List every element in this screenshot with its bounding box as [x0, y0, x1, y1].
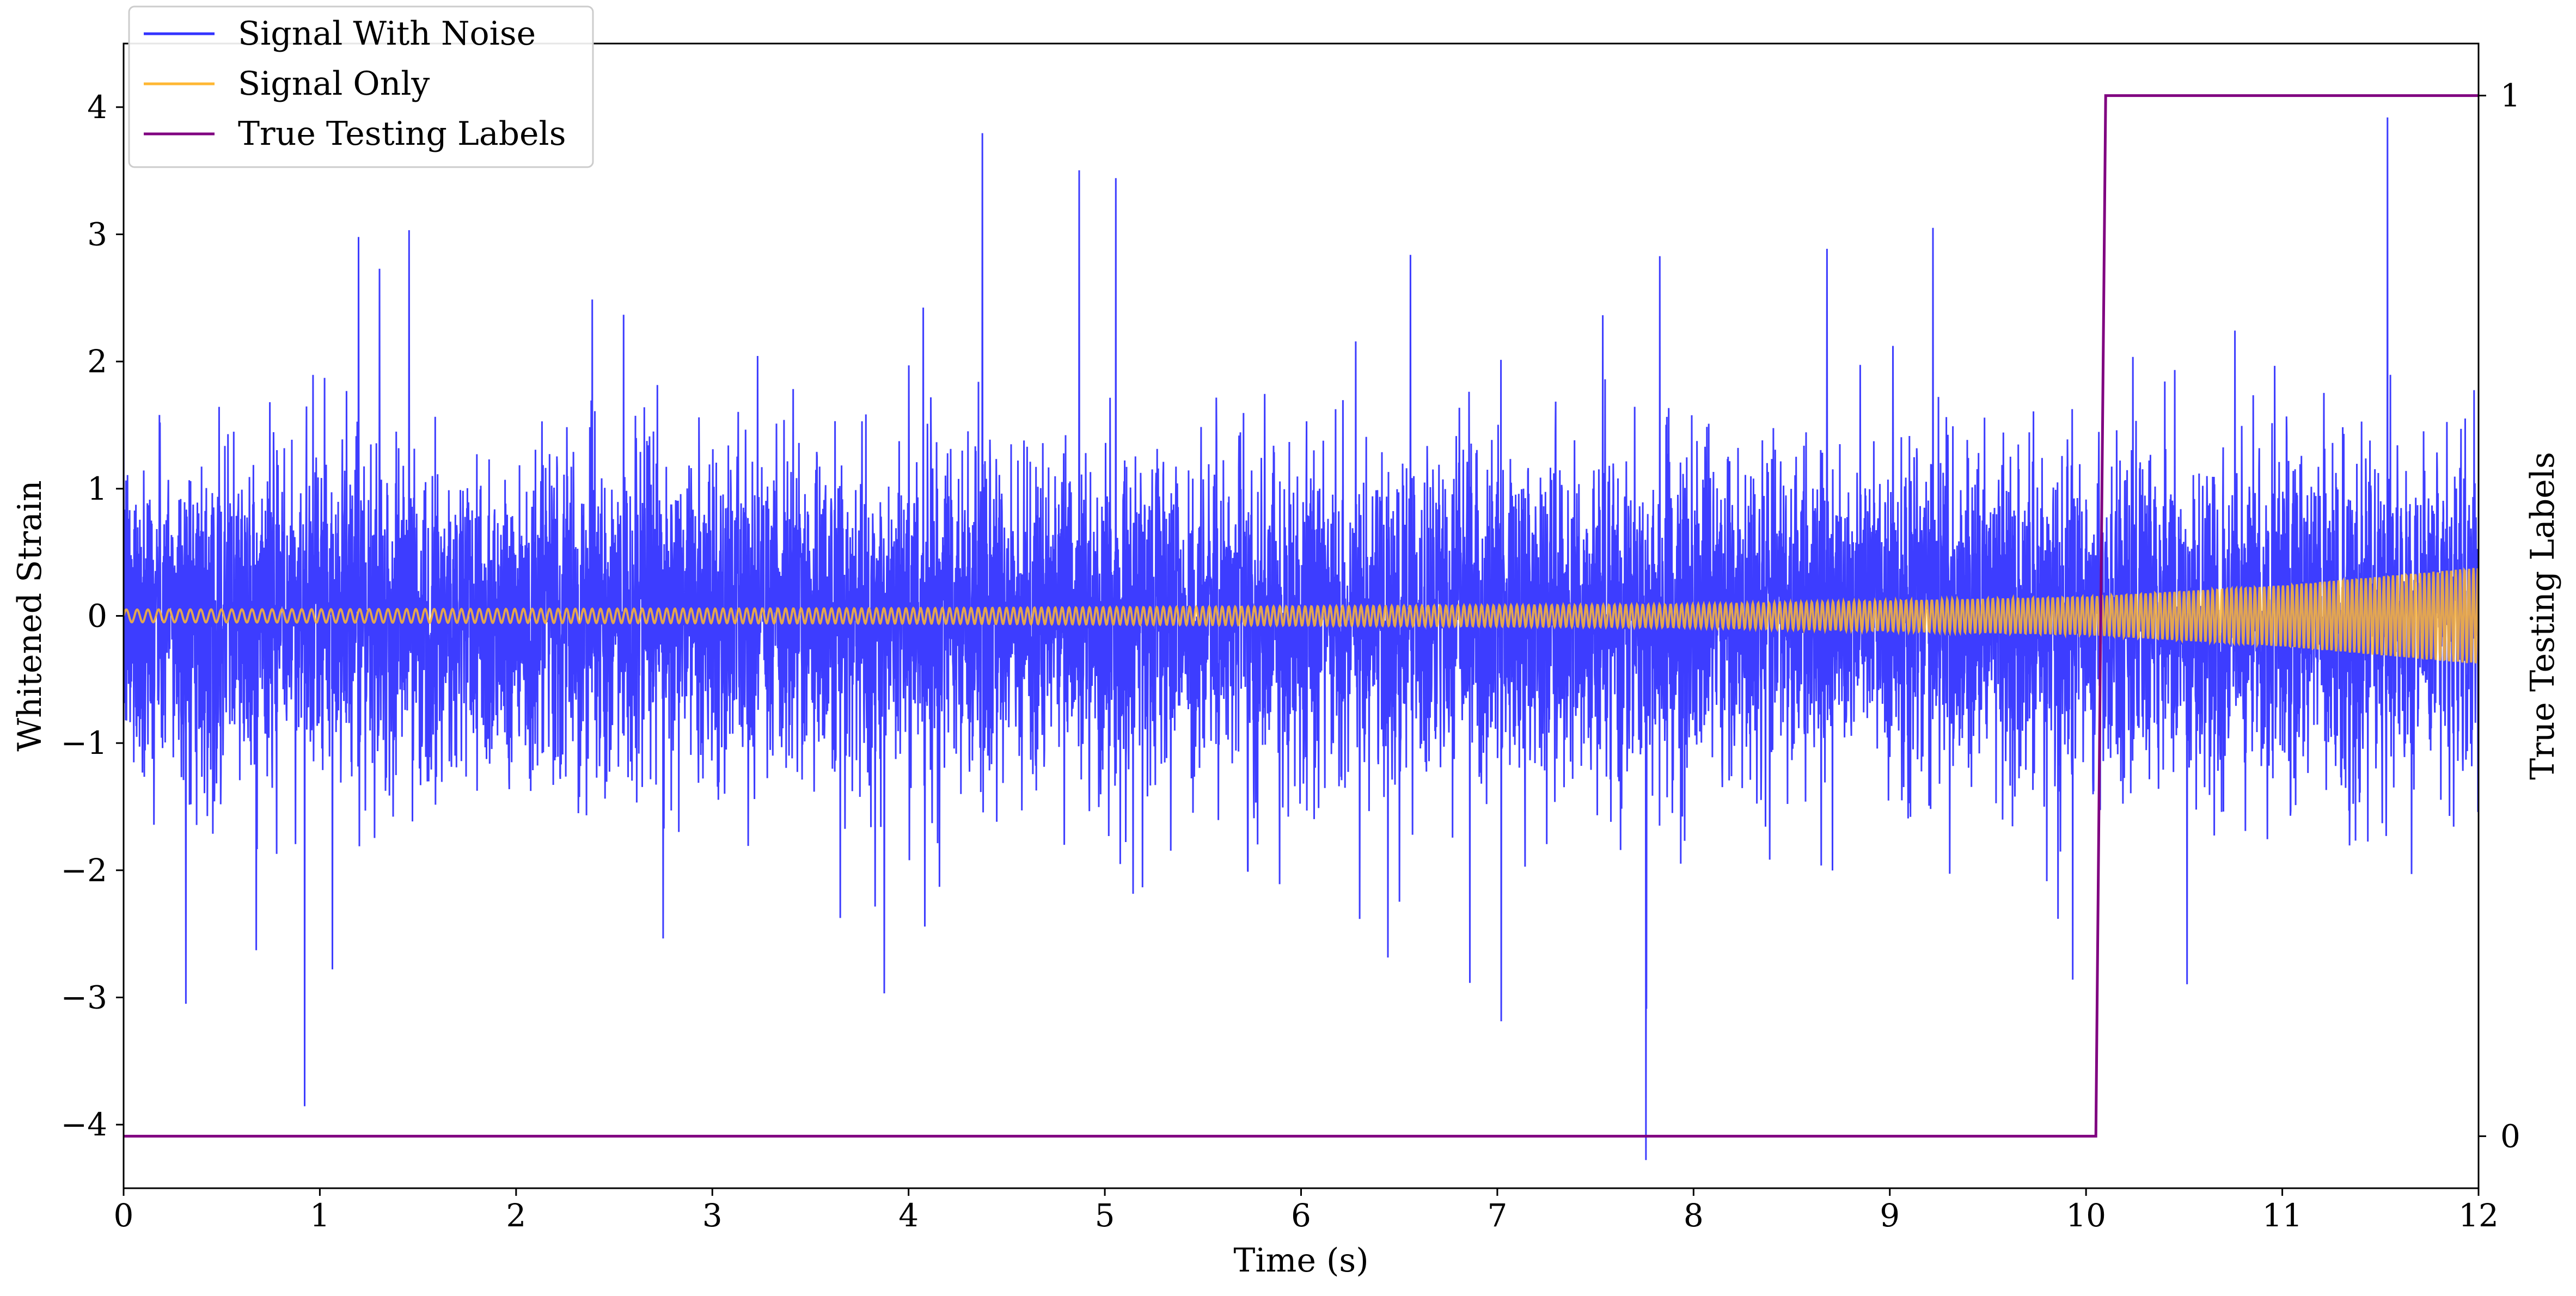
x-tick-label: 2: [506, 1197, 526, 1234]
x-tick-label: 0: [114, 1197, 134, 1234]
x-tick-label: 7: [1487, 1197, 1507, 1234]
y-axis-label-right: True Testing Labels: [2524, 452, 2562, 780]
series-signal-only: [124, 567, 2479, 664]
x-tick-label: 8: [1684, 1197, 1704, 1234]
y-tick-label: −3: [61, 979, 108, 1016]
x-tick-label: 6: [1291, 1197, 1311, 1234]
y-tick-label: −4: [61, 1106, 108, 1143]
plot-area: [124, 94, 2479, 1160]
series-signal-with-noise: [124, 117, 2479, 1160]
x-tick-label: 4: [898, 1197, 919, 1234]
legend-label: True Testing Labels: [238, 115, 566, 153]
x-tick-label: 1: [310, 1197, 330, 1234]
y-right-tick-label: 1: [2500, 77, 2520, 114]
legend-box: [128, 5, 594, 168]
y-tick-label: 0: [87, 598, 107, 635]
legend-label: Signal Only: [238, 65, 430, 103]
series-true-testing-labels: [124, 94, 2479, 1138]
x-tick-label: 5: [1095, 1197, 1115, 1234]
x-axis-label: Time (s): [1233, 1242, 1368, 1280]
x-tick-label: 10: [2066, 1197, 2106, 1234]
x-tick-label: 3: [702, 1197, 723, 1234]
y-tick-label: 2: [87, 343, 107, 380]
y-tick-label: 4: [87, 89, 107, 126]
y-tick-label: 3: [87, 216, 107, 253]
y-axis-label: Whitened Strain: [11, 480, 49, 751]
y-tick-label: 1: [87, 470, 107, 507]
x-tick-label: 11: [2262, 1197, 2303, 1234]
legend: Signal With Noise Signal Only True Testing…: [128, 5, 594, 168]
y-tick-label: −2: [61, 852, 108, 889]
y-right-tick-label: 0: [2500, 1117, 2520, 1154]
legend-label: Signal With Noise: [238, 15, 536, 53]
y-tick-label: −1: [61, 724, 108, 761]
x-tick-label: 9: [1880, 1197, 1900, 1234]
x-tick-label: 12: [2458, 1197, 2499, 1234]
